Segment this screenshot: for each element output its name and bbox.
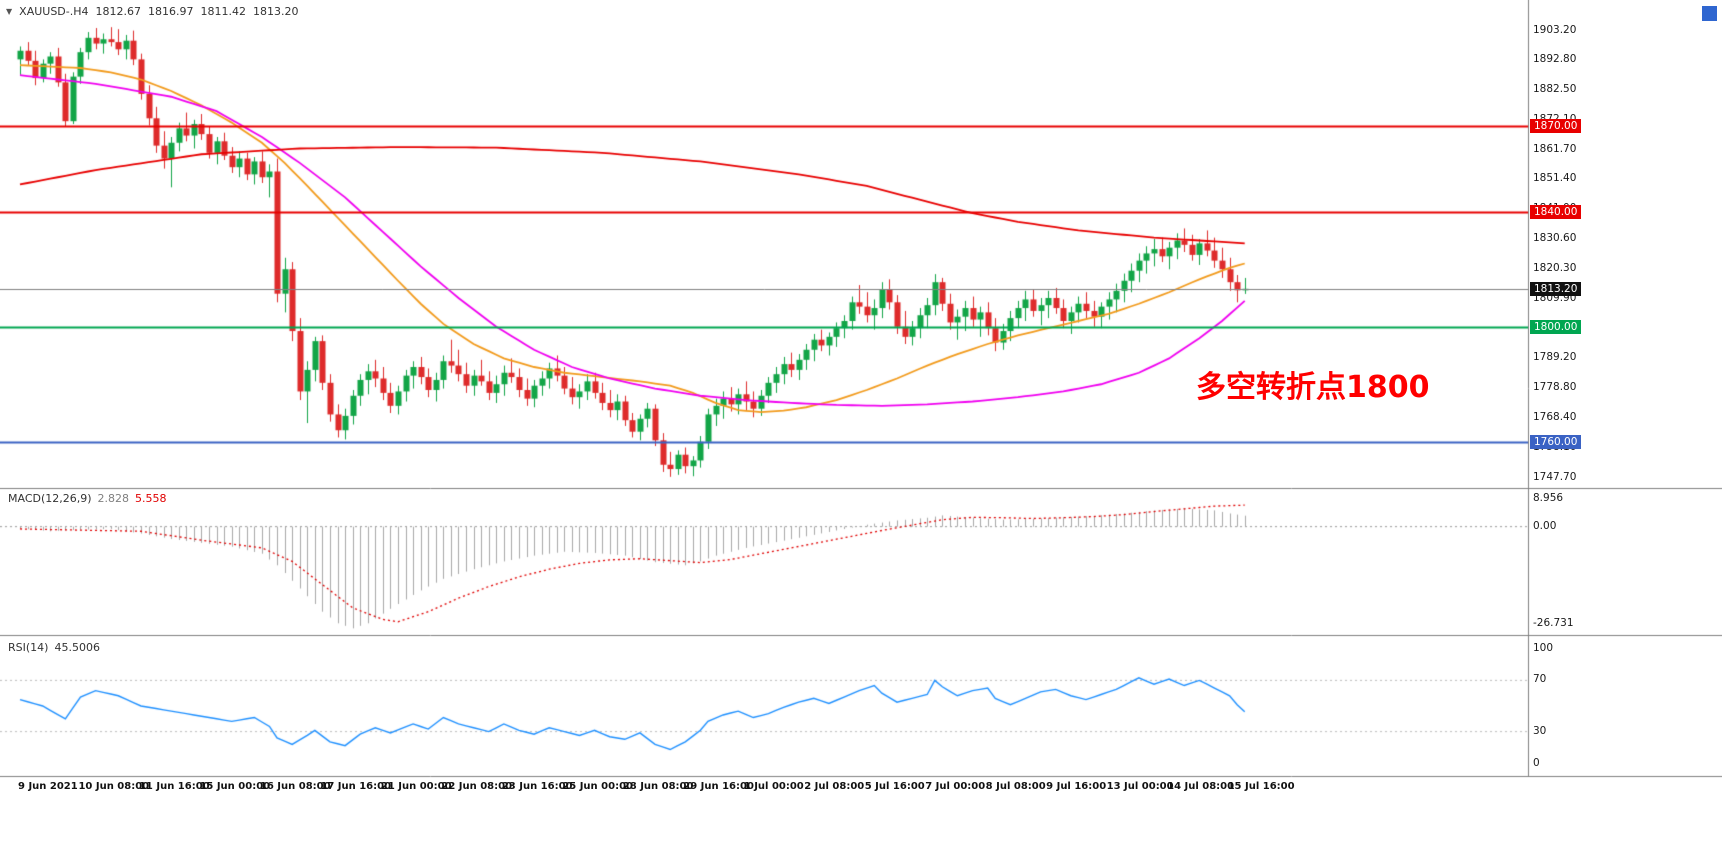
time-axis-label: 9 Jun 2021 — [18, 781, 78, 792]
macd-label: MACD(12,26,9) — [8, 492, 92, 505]
time-axis-label: 16 Jun 08:00 — [259, 781, 331, 792]
time-axis-label: 14 Jul 08:00 — [1167, 781, 1235, 792]
price-axis-label: 1778.80 — [1533, 381, 1577, 394]
ohlc-open-value: 1812.67 — [95, 5, 142, 18]
price-axis-label: 1903.20 — [1533, 23, 1577, 36]
macd-indicator-label: MACD(12,26,9) 2.828 5.558 — [8, 492, 167, 505]
rsi-scale-70: 70 — [1533, 673, 1547, 686]
level-price-badge: 1840.00 — [1530, 204, 1582, 219]
time-axis-label: 11 Jun 16:00 — [138, 781, 210, 792]
price-axis-label: 1809.90 — [1533, 291, 1577, 304]
symbol-dropdown-icon[interactable]: ▼ — [6, 7, 13, 16]
chart-title: XAUUSD-.H4 — [19, 5, 89, 18]
ohlc-low-value: 1811.42 — [200, 5, 247, 18]
time-axis-label: 7 Jul 00:00 — [925, 781, 986, 792]
price-axis-label: 1820.30 — [1533, 261, 1577, 274]
time-axis-label: 5 Jul 16:00 — [864, 781, 925, 792]
macd-main-value: 2.828 — [97, 492, 130, 505]
time-axis-label: 2 Jul 08:00 — [804, 781, 865, 792]
macd-scale-min: -26.731 — [1533, 617, 1574, 629]
time-axis-label: 23 Jun 16:00 — [501, 781, 573, 792]
time-axis-label: 13 Jul 00:00 — [1106, 781, 1174, 792]
time-axis-label: 21 Jun 00:00 — [380, 781, 452, 792]
time-axis-label: 1 Jul 00:00 — [743, 781, 804, 792]
level-price-badge: 1760.00 — [1530, 434, 1582, 449]
scroll-indicator[interactable] — [1702, 6, 1717, 21]
time-axis-label: 15 Jun 00:00 — [199, 781, 271, 792]
time-axis-label: 29 Jun 16:00 — [683, 781, 754, 792]
rsi-value: 45.5006 — [54, 641, 100, 654]
time-axis-label: 10 Jun 08:00 — [78, 781, 150, 792]
chart-header: ▼ XAUUSD-.H4 1812.67 1816.97 1811.42 181… — [6, 5, 299, 18]
price-axis-label: 1882.50 — [1533, 83, 1577, 96]
rsi-scale-30: 30 — [1533, 724, 1547, 737]
time-axis-label: 28 Jun 08:00 — [622, 781, 694, 792]
price-axis-label: 1851.40 — [1533, 172, 1577, 185]
rsi-label: RSI(14) — [8, 641, 49, 654]
rsi-scale-0: 0 — [1533, 757, 1540, 769]
time-axis-label: 9 Jul 16:00 — [1046, 781, 1107, 792]
price-axis-label: 1892.80 — [1533, 53, 1577, 66]
time-axis-label: 8 Jul 08:00 — [985, 781, 1046, 792]
time-axis-label: 17 Jun 16:00 — [320, 781, 392, 792]
macd-scale-max: 8.956 — [1533, 492, 1564, 504]
price-axis-label: 1747.70 — [1533, 470, 1577, 483]
price-axis-label: 1861.70 — [1533, 142, 1577, 155]
price-axis-label: 1830.60 — [1533, 232, 1577, 245]
macd-scale-zero: 0.00 — [1533, 519, 1557, 532]
macd-signal-value: 5.558 — [135, 492, 167, 505]
price-axis-label: 1768.40 — [1533, 411, 1577, 424]
ohlc-high-value: 1816.97 — [148, 5, 194, 18]
rsi-scale-100: 100 — [1533, 642, 1554, 654]
price-axis-label: 1789.20 — [1533, 351, 1577, 364]
ohlc-close-value: 1813.20 — [253, 5, 299, 18]
time-axis-label: 25 Jun 00:00 — [562, 781, 633, 792]
rsi-indicator-label: RSI(14) 45.5006 — [8, 641, 100, 654]
current-price-badge: 1813.20 — [1530, 281, 1582, 296]
time-axis-label: 15 Jul 16:00 — [1227, 781, 1295, 792]
level-price-badge: 1800.00 — [1530, 319, 1582, 334]
level-price-badge: 1870.00 — [1530, 118, 1582, 133]
chart-annotation-text: 多空转折点1800 — [1196, 370, 1430, 405]
time-axis-label: 22 Jun 08:00 — [441, 781, 513, 792]
